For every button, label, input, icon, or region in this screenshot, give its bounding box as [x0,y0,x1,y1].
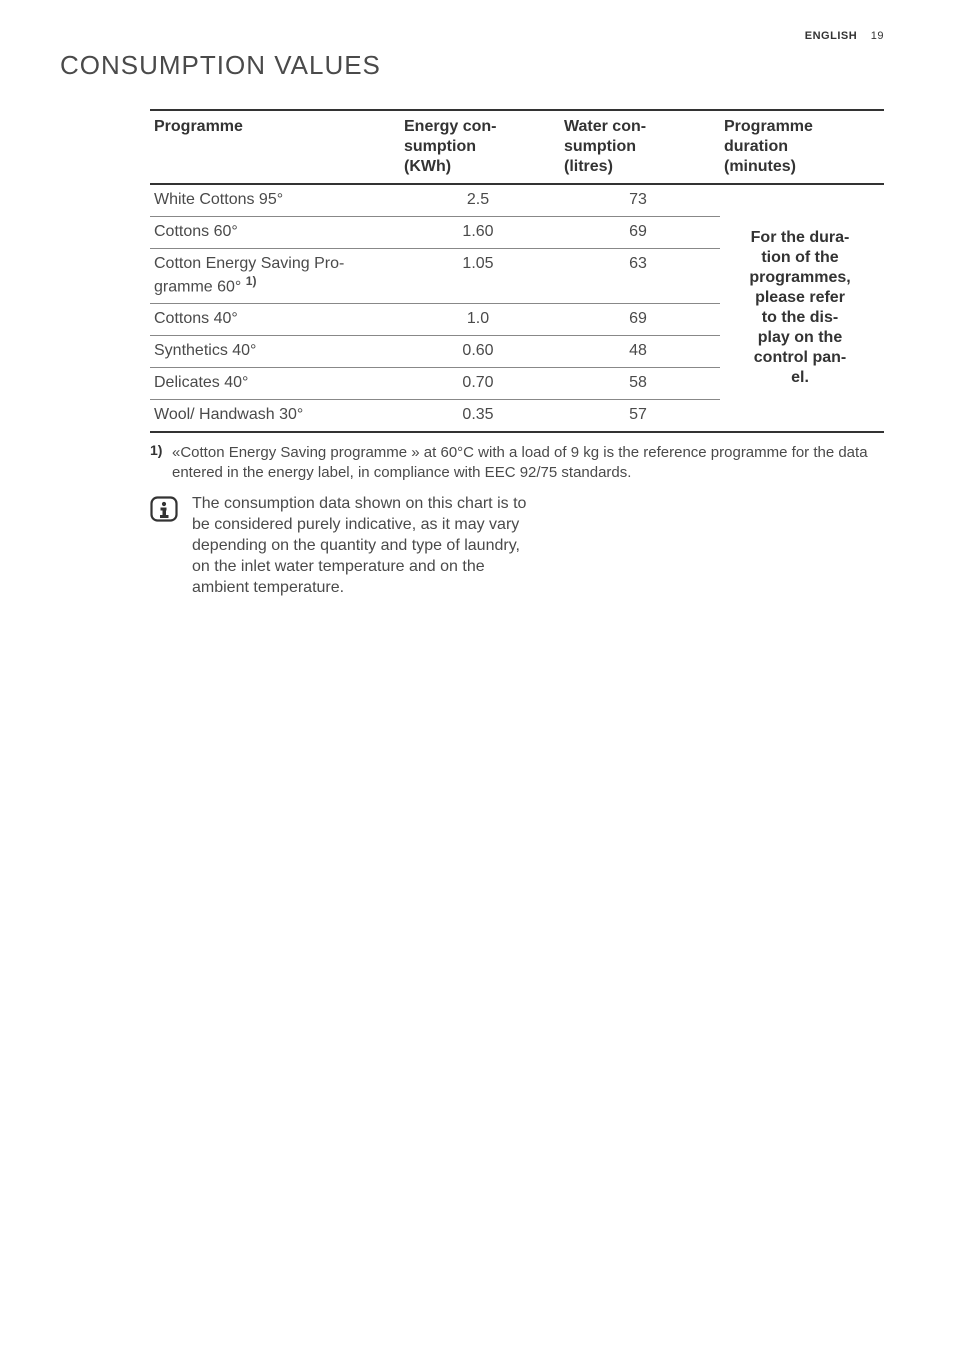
col-header-water: Water con-sumption(litres) [560,110,720,184]
page-title: CONSUMPTION VALUES [60,50,884,81]
cell-energy: 0.60 [400,336,560,368]
info-block: The consumption data shown on this chart… [150,494,530,598]
col-header-duration: Programmeduration(minutes) [720,110,884,184]
cell-energy: 1.60 [400,217,560,249]
footnote: 1) «Cotton Energy Saving programme » at … [150,443,884,482]
cell-duration-merged: For the dura-tion of theprogrammes,pleas… [720,184,884,432]
cell-water: 63 [560,249,720,304]
cell-water: 69 [560,304,720,336]
cell-water: 57 [560,400,720,433]
cell-programme: Wool/ Handwash 30° [150,400,400,433]
header-page-number: 19 [871,30,884,42]
cell-water: 73 [560,184,720,217]
cell-energy: 1.05 [400,249,560,304]
consumption-table: Programme Energy con-sumption(KWh) Water… [150,109,884,433]
info-text: The consumption data shown on this chart… [192,494,530,598]
header-language: ENGLISH [805,30,857,42]
col-header-energy: Energy con-sumption(KWh) [400,110,560,184]
cell-programme: White Cottons 95° [150,184,400,217]
cell-energy: 1.0 [400,304,560,336]
cell-programme: Delicates 40° [150,368,400,400]
table-row: White Cottons 95°2.573For the dura-tion … [150,184,884,217]
table-body: White Cottons 95°2.573For the dura-tion … [150,184,884,432]
cell-programme: Cotton Energy Saving Pro-gramme 60° 1) [150,249,400,304]
cell-energy: 0.35 [400,400,560,433]
footnote-mark: 1) [150,441,162,459]
cell-water: 58 [560,368,720,400]
cell-programme: Cottons 40° [150,304,400,336]
col-header-programme: Programme [150,110,400,184]
info-icon [150,496,178,522]
footnote-ref: 1) [246,274,257,288]
cell-water: 69 [560,217,720,249]
table-header-row: Programme Energy con-sumption(KWh) Water… [150,110,884,184]
cell-programme: Cottons 60° [150,217,400,249]
page-header: ENGLISH 19 [60,30,884,42]
footnote-text: «Cotton Energy Saving programme » at 60°… [172,444,868,481]
cell-energy: 0.70 [400,368,560,400]
cell-water: 48 [560,336,720,368]
consumption-table-wrap: Programme Energy con-sumption(KWh) Water… [150,109,884,433]
cell-energy: 2.5 [400,184,560,217]
cell-programme: Synthetics 40° [150,336,400,368]
